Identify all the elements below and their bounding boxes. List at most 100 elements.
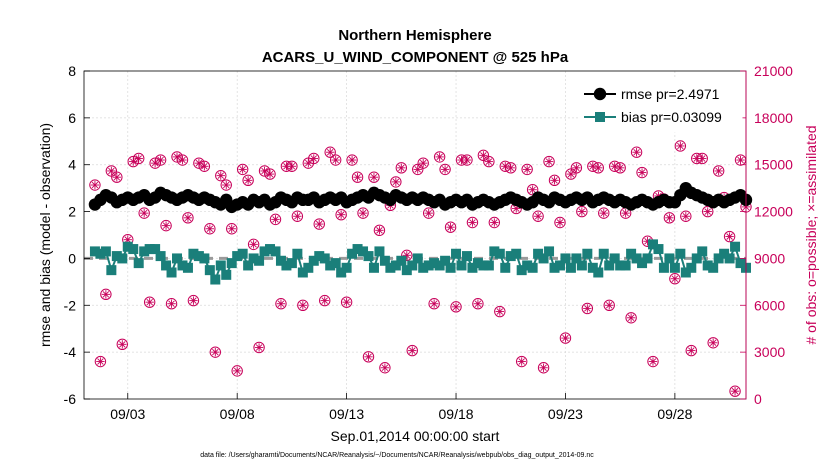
obs-possible-point — [428, 298, 440, 310]
y-tick-label: -2 — [64, 297, 77, 313]
obs-assimilated-point — [276, 299, 286, 308]
obs-assimilated-point — [484, 157, 494, 166]
obs-assimilated-point — [238, 165, 247, 174]
bias-point — [347, 248, 358, 259]
obs-assimilated-point — [402, 251, 411, 260]
obs-assimilated-point — [648, 357, 658, 366]
obs-assimilated-point — [260, 166, 269, 176]
y-right-tick-label: 6000 — [754, 297, 785, 313]
obs-assimilated-point — [167, 299, 176, 308]
bias-point — [243, 260, 254, 271]
bias-point — [117, 253, 128, 264]
obs-possible-point — [483, 155, 495, 168]
bias-point — [139, 246, 150, 257]
obs-possible-point — [450, 301, 462, 313]
y-tick-label: 0 — [68, 250, 76, 266]
obs-assimilated-point — [495, 307, 505, 316]
obs-possible-point — [707, 337, 719, 349]
obs-assimilated-point — [331, 155, 340, 165]
bias-point — [122, 241, 133, 252]
bias-point — [697, 246, 708, 257]
bias-point — [451, 248, 462, 259]
obs-possible-point — [111, 171, 123, 183]
y-right-tick-label: 21000 — [754, 63, 793, 79]
obs-possible-point — [543, 155, 555, 168]
obs-possible-point — [138, 207, 150, 219]
bias-point — [680, 267, 691, 278]
obs-assimilated-point — [561, 333, 570, 343]
bias-point — [647, 239, 658, 250]
obs-possible-point — [548, 174, 561, 187]
obs-possible-point — [395, 162, 408, 174]
bias-point — [254, 255, 265, 266]
bias-point — [385, 262, 396, 273]
legend-rmse-dot — [593, 87, 607, 101]
obs-assimilated-point — [96, 357, 105, 366]
bias-point — [467, 262, 478, 273]
obs-possible-point — [204, 223, 216, 235]
obs-possible-point — [236, 163, 249, 176]
obs-assimilated-point — [687, 346, 696, 355]
obs-possible-point — [444, 221, 457, 233]
bias-point — [226, 258, 237, 269]
obs-possible-point — [466, 216, 479, 229]
obs-possible-point — [554, 216, 566, 229]
obs-assimilated-point — [298, 301, 308, 310]
bias-point — [456, 260, 467, 271]
obs-possible-point — [537, 362, 550, 374]
x-tick-label: 09/23 — [548, 406, 583, 422]
obs-assimilated-point — [730, 386, 740, 396]
obs-possible-point — [488, 216, 501, 229]
bias-point — [232, 251, 243, 262]
x-tick-label: 09/03 — [110, 406, 145, 422]
obs-possible-point — [723, 230, 736, 243]
obs-assimilated-point — [380, 363, 390, 372]
obs-assimilated-point — [698, 154, 707, 163]
obs-possible-point — [390, 176, 402, 188]
obs-possible-point — [373, 224, 386, 237]
obs-possible-point — [674, 140, 687, 152]
chart-title: Northern Hemisphere — [338, 27, 491, 44]
obs-possible-point — [231, 365, 243, 377]
bias-point — [429, 258, 440, 269]
bias-point — [637, 258, 648, 269]
bias-point — [631, 253, 642, 264]
bias-point — [576, 260, 587, 271]
obs-assimilated-point — [665, 213, 674, 223]
obs-assimilated-point — [243, 176, 253, 185]
bias-point — [533, 248, 544, 259]
obs-assimilated-point — [189, 296, 198, 305]
obs-assimilated-point — [156, 155, 165, 165]
obs-assimilated-point — [413, 165, 422, 174]
obs-possible-point — [275, 298, 287, 310]
obs-possible-point — [702, 205, 714, 218]
obs-assimilated-point — [183, 213, 193, 223]
bias-point — [423, 260, 434, 271]
bias-point — [626, 248, 637, 259]
bias-point — [527, 262, 538, 273]
obs-assimilated-point — [468, 218, 477, 227]
y-tick-label: 4 — [68, 157, 76, 173]
bias-point — [735, 258, 746, 269]
y-tick-label: -4 — [64, 344, 77, 360]
y-right-tick-label: 18000 — [754, 110, 793, 126]
obs-assimilated-point — [533, 212, 543, 221]
obs-assimilated-point — [632, 148, 641, 157]
bias-point — [571, 253, 582, 264]
obs-assimilated-point — [161, 221, 171, 230]
obs-possible-point — [165, 298, 178, 310]
obs-assimilated-point — [599, 208, 608, 218]
obs-possible-point — [603, 299, 615, 311]
x-tick-label: 09/13 — [329, 406, 364, 422]
obs-possible-point — [247, 238, 260, 251]
obs-possible-point — [494, 305, 506, 318]
obs-assimilated-point — [325, 148, 335, 157]
obs-possible-point — [313, 218, 325, 230]
series-obs-possible — [89, 140, 752, 397]
obs-assimilated-point — [440, 165, 450, 174]
y-tick-label: -6 — [64, 391, 77, 407]
obs-assimilated-point — [676, 141, 685, 151]
obs-assimilated-point — [320, 296, 329, 305]
obs-possible-point — [406, 344, 418, 357]
obs-assimilated-point — [572, 163, 581, 173]
